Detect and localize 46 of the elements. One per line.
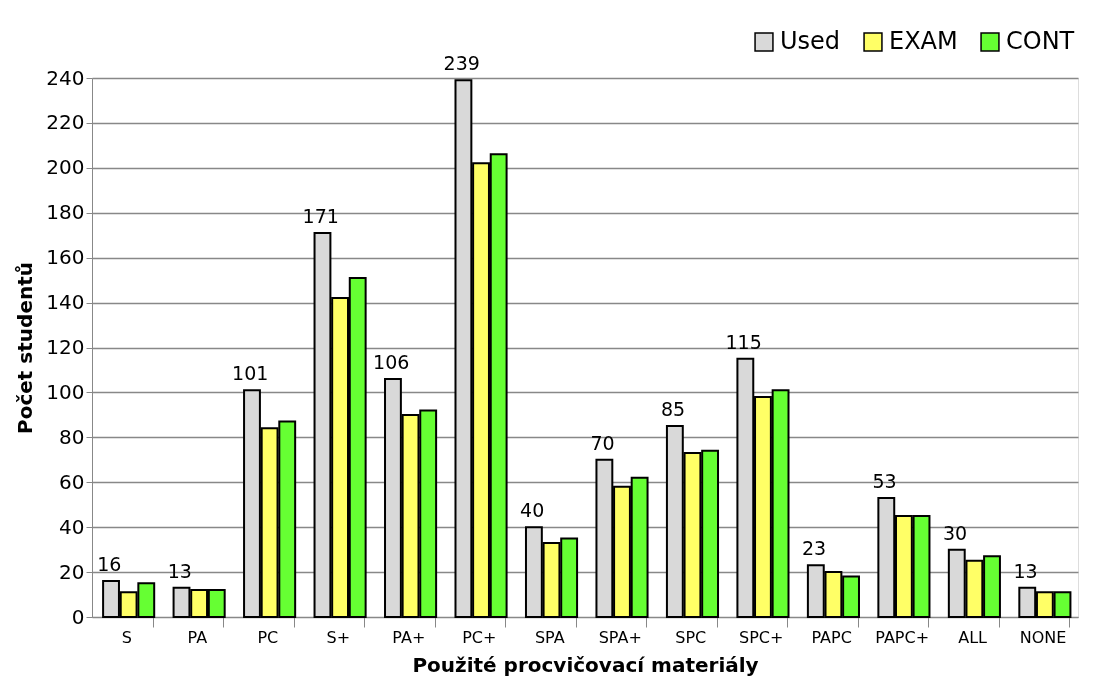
x-tick-label: PAPC [811, 627, 852, 647]
data-label: 70 [590, 431, 615, 454]
data-label: 101 [232, 362, 269, 385]
x-tick-label: ALL [958, 627, 988, 647]
x-tick-label: SPC [675, 627, 707, 647]
y-tick-label: 0 [71, 604, 85, 629]
y-tick-label: 160 [46, 245, 85, 270]
data-label: 239 [443, 52, 480, 75]
data-label: 40 [520, 499, 545, 522]
y-tick-label: 220 [46, 110, 85, 135]
y-tick-label: 140 [46, 290, 85, 315]
data-label: 85 [661, 398, 686, 421]
data-label: 16 [97, 553, 122, 576]
y-tick-label: 180 [46, 200, 85, 225]
data-label: 106 [373, 350, 410, 373]
y-tick-label: 200 [46, 155, 85, 180]
data-label: 13 [1013, 559, 1038, 582]
data-label: 13 [167, 559, 192, 582]
y-tick-label: 20 [59, 559, 85, 584]
x-tick-label: PA [187, 627, 208, 647]
x-tick-label: S+ [326, 627, 351, 647]
data-label: 53 [872, 469, 897, 492]
y-axis-title: Počet studentů [13, 262, 38, 434]
x-tick-label: PA+ [392, 627, 426, 647]
data-label: 115 [725, 330, 762, 353]
x-tick-label: SPC+ [739, 627, 784, 647]
y-tick-label: 100 [46, 379, 85, 404]
y-tick-label: 60 [59, 469, 85, 494]
legend-label: EXAM [889, 27, 958, 55]
legend-label: CONT [1006, 27, 1075, 55]
y-tick-label: 240 [46, 65, 85, 90]
x-axis-title: Použité procvičovací materiály [412, 652, 759, 677]
x-tick-label: SPA+ [598, 627, 642, 647]
x-tick-label: NONE [1019, 627, 1067, 647]
data-label: 23 [801, 537, 827, 560]
data-label: 30 [942, 521, 968, 544]
data-label: 171 [302, 204, 339, 227]
y-tick-label: 120 [46, 335, 85, 359]
x-tick-label: PAPC+ [875, 627, 930, 647]
x-tick-label: S [121, 627, 132, 647]
legend-label: Used [780, 27, 841, 55]
x-tick-label: SPA [534, 627, 565, 647]
y-tick-label: 80 [59, 424, 85, 449]
y-tick-label: 40 [59, 514, 85, 539]
x-tick-label: PC [257, 627, 279, 647]
x-tick-label: PC+ [462, 627, 497, 647]
